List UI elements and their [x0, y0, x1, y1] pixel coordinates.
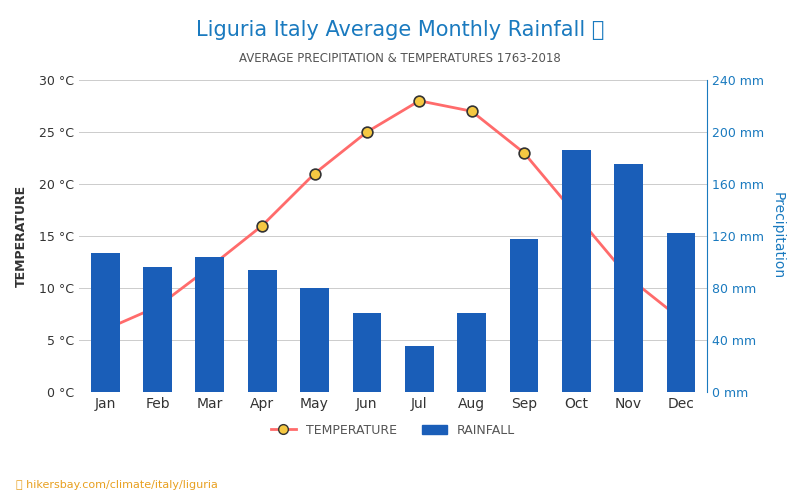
Bar [666, 234, 695, 392]
Bar [353, 312, 382, 392]
Bar [143, 267, 172, 392]
Bar [248, 270, 277, 392]
Point [256, 222, 269, 230]
Bar [458, 312, 486, 392]
Bar [300, 288, 329, 392]
Bar [405, 346, 434, 392]
Bar [90, 253, 119, 392]
Y-axis label: TEMPERATURE: TEMPERATURE [15, 185, 28, 287]
Bar [614, 164, 643, 392]
Point [622, 274, 635, 281]
Point [308, 170, 321, 177]
Point [151, 302, 164, 310]
Y-axis label: Precipitation: Precipitation [771, 192, 785, 280]
Legend: TEMPERATURE, RAINFALL: TEMPERATURE, RAINFALL [266, 419, 520, 442]
Point [674, 315, 687, 323]
Point [98, 326, 111, 334]
Bar [195, 257, 224, 392]
Point [570, 211, 582, 219]
Text: AVERAGE PRECIPITATION & TEMPERATURES 1763-2018: AVERAGE PRECIPITATION & TEMPERATURES 176… [239, 52, 561, 66]
Bar [510, 238, 538, 392]
Point [361, 128, 374, 136]
Text: Liguria Italy Average Monthly Rainfall 🌧: Liguria Italy Average Monthly Rainfall 🌧 [196, 20, 604, 40]
Point [518, 149, 530, 157]
Point [413, 97, 426, 105]
Text: 📍 hikersbay.com/climate/italy/liguria: 📍 hikersbay.com/climate/italy/liguria [16, 480, 218, 490]
Point [203, 263, 216, 271]
Point [466, 107, 478, 115]
Bar [562, 150, 590, 392]
